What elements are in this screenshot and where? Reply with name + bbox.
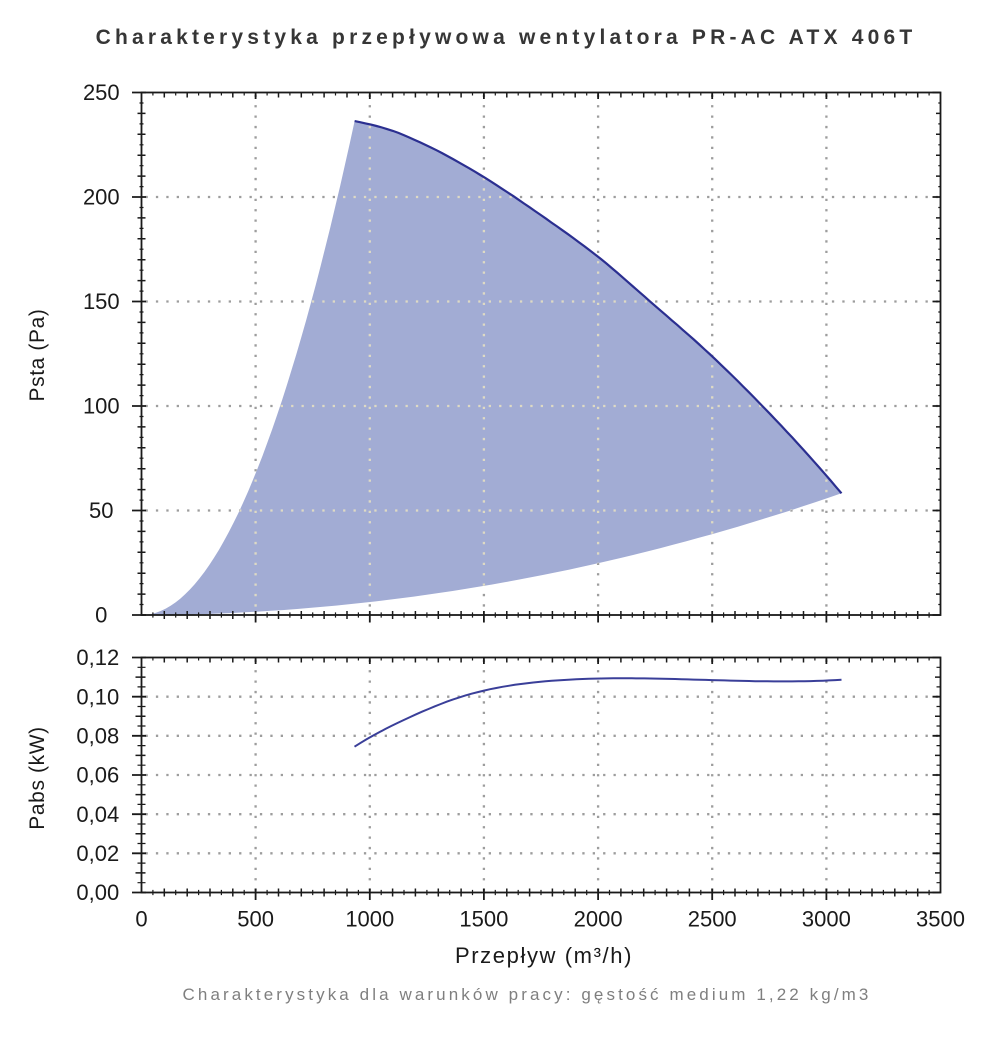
svg-text:0,04: 0,04: [76, 802, 119, 827]
svg-text:0,02: 0,02: [76, 841, 119, 866]
svg-text:Psta (Pa): Psta (Pa): [26, 309, 49, 402]
svg-text:200: 200: [83, 185, 120, 210]
svg-text:0,10: 0,10: [76, 684, 119, 709]
svg-text:3000: 3000: [802, 907, 851, 932]
svg-text:1500: 1500: [459, 907, 508, 932]
svg-text:Pabs (kW): Pabs (kW): [26, 726, 49, 829]
svg-text:150: 150: [83, 289, 120, 314]
svg-text:1000: 1000: [345, 907, 394, 932]
svg-text:100: 100: [83, 394, 120, 419]
svg-text:50: 50: [89, 498, 113, 523]
svg-text:3500: 3500: [916, 907, 965, 932]
svg-text:0,08: 0,08: [76, 723, 119, 748]
svg-text:0,00: 0,00: [76, 880, 119, 905]
svg-text:0,06: 0,06: [76, 763, 119, 788]
svg-text:Charakterystyka przepływowa we: Charakterystyka przepływowa wentylatora …: [96, 26, 917, 49]
svg-text:Charakterystyka dla warunków p: Charakterystyka dla warunków pracy: gęst…: [183, 985, 872, 1004]
svg-text:250: 250: [83, 80, 120, 105]
svg-text:2000: 2000: [574, 907, 623, 932]
svg-text:Przepływ (m³/h): Przepływ (m³/h): [455, 943, 633, 968]
svg-text:0,12: 0,12: [76, 645, 119, 670]
svg-text:2500: 2500: [688, 907, 737, 932]
svg-text:0: 0: [95, 603, 107, 628]
svg-text:500: 500: [237, 907, 274, 932]
svg-text:0: 0: [135, 907, 147, 932]
